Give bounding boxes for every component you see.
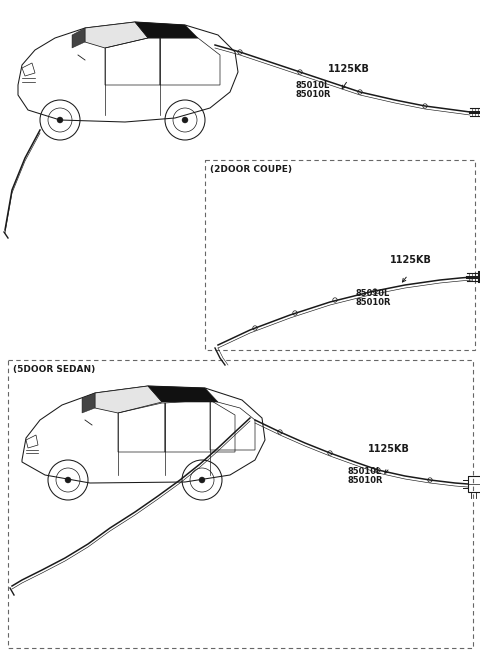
Text: (5DOOR SEDAN): (5DOOR SEDAN) xyxy=(13,365,95,374)
Circle shape xyxy=(182,117,188,123)
Text: (2DOOR COUPE): (2DOOR COUPE) xyxy=(210,165,292,174)
Bar xyxy=(205,160,475,350)
Polygon shape xyxy=(82,393,95,413)
Polygon shape xyxy=(85,22,148,48)
Text: 85010R: 85010R xyxy=(348,476,384,485)
Text: 1125KB: 1125KB xyxy=(328,64,370,74)
Polygon shape xyxy=(148,386,218,402)
Text: 85010L: 85010L xyxy=(355,289,389,298)
Polygon shape xyxy=(95,386,162,413)
Polygon shape xyxy=(72,28,85,48)
Circle shape xyxy=(65,477,71,483)
Text: 85010R: 85010R xyxy=(295,90,331,99)
Text: 85010L: 85010L xyxy=(348,467,382,476)
Text: 85010L: 85010L xyxy=(295,81,329,90)
Text: 1125KB: 1125KB xyxy=(390,255,432,265)
Circle shape xyxy=(199,477,205,483)
Bar xyxy=(8,360,473,648)
Text: 85010R: 85010R xyxy=(355,298,391,307)
Circle shape xyxy=(57,117,63,123)
Text: 1125KB: 1125KB xyxy=(368,444,410,454)
Bar xyxy=(468,476,480,492)
Polygon shape xyxy=(135,22,198,38)
